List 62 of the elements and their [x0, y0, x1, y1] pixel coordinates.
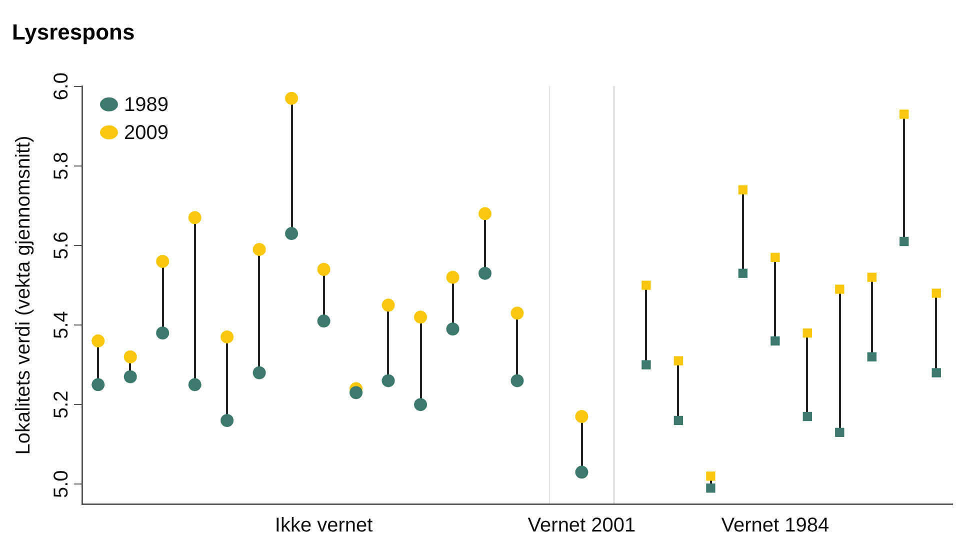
point: [900, 236, 909, 246]
point: [285, 92, 298, 105]
point: [350, 386, 363, 400]
point: [124, 350, 137, 364]
point: [220, 330, 234, 344]
point: [510, 374, 524, 388]
x-tick-label: Vernet 1984: [721, 514, 830, 537]
point: [478, 266, 492, 280]
point: [414, 310, 428, 324]
point: [867, 352, 876, 362]
point: [932, 288, 941, 298]
legend-label: 1989: [124, 94, 168, 116]
x-tick-label: Vernet 2001: [528, 514, 636, 537]
point: [446, 322, 460, 336]
point: [575, 410, 588, 424]
point: [92, 378, 105, 392]
x-tick-label: Ikke vernet: [274, 514, 374, 537]
point: [156, 326, 170, 340]
point: [575, 466, 588, 479]
point: [220, 414, 234, 427]
point: [867, 272, 876, 282]
point: [642, 280, 651, 290]
point: [478, 207, 492, 220]
point: [252, 242, 266, 256]
point: [770, 336, 780, 346]
point: [706, 483, 716, 493]
point: [188, 378, 202, 392]
point: [642, 360, 651, 370]
point: [738, 268, 748, 278]
point: [770, 252, 780, 262]
point: [706, 472, 716, 481]
point: [738, 185, 748, 194]
point: [252, 366, 266, 380]
point: [382, 374, 395, 388]
point: [285, 227, 298, 240]
point: [802, 328, 812, 338]
point: [674, 416, 684, 426]
point: [900, 110, 909, 119]
y-tick-label: 6.0: [50, 72, 73, 100]
point: [317, 262, 330, 276]
point: [156, 254, 170, 268]
point: [835, 284, 844, 294]
y-tick-label: 5.2: [50, 390, 73, 418]
point: [802, 412, 812, 422]
point: [92, 334, 105, 348]
point: [446, 270, 460, 284]
chart-title: Lysrespons: [12, 19, 135, 44]
legend-label: 2009: [124, 122, 168, 144]
y-tick-label: 5.0: [50, 470, 73, 498]
point: [674, 356, 684, 366]
y-tick-label: 5.8: [50, 152, 73, 180]
point: [188, 211, 202, 224]
point: [414, 398, 428, 412]
point: [510, 306, 524, 320]
point: [835, 428, 844, 438]
y-tick-label: 5.4: [50, 311, 73, 339]
point: [932, 368, 941, 378]
point: [124, 370, 137, 384]
y-tick-label: 5.6: [50, 232, 73, 260]
point: [382, 298, 395, 312]
y-axis-title: Lokalitets verdi (vekta gjennomsnitt): [12, 136, 35, 455]
point: [317, 314, 330, 328]
